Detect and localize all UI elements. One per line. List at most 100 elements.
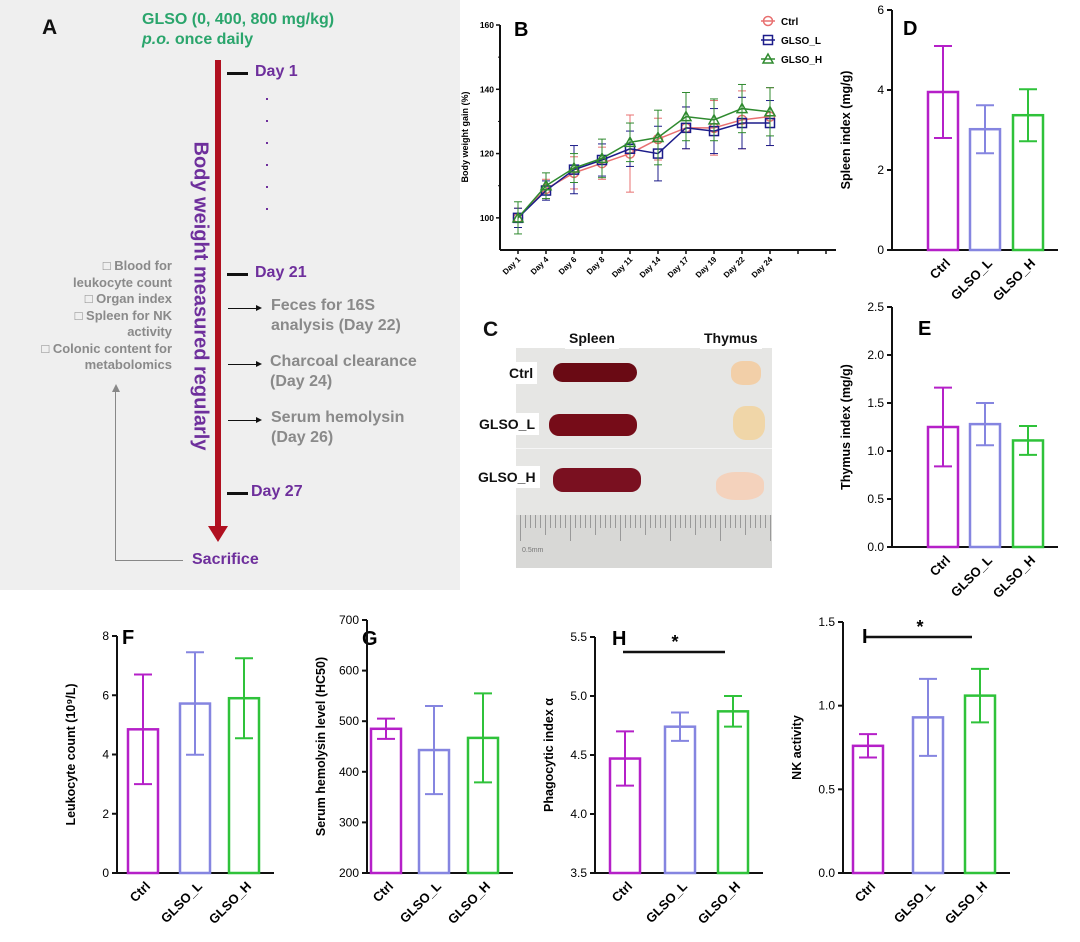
legend-marker-glso_l (762, 34, 774, 46)
x-tick-label: Day 19 (694, 255, 719, 280)
x-tick-label: GLSO_H (990, 256, 1038, 304)
ellipsis-dot (266, 164, 268, 166)
ruler-tick (725, 515, 726, 528)
ruler-tick (585, 515, 586, 528)
y-tick-label: 120 (480, 149, 494, 159)
y-tick-label: 1.5 (867, 396, 884, 410)
x-tick-label: Ctrl (609, 879, 635, 905)
x-tick-label: Day 22 (722, 255, 747, 280)
ruler-tick (670, 515, 671, 541)
sacrifice-label: Sacrifice (192, 551, 259, 568)
y-tick-label: 5.5 (570, 630, 587, 644)
bar-ctrl (369, 727, 403, 875)
ruler-tick (605, 515, 606, 528)
y-tick-label: 6 (877, 3, 884, 17)
panel-letter-c: C (483, 318, 499, 341)
ruler-tick (765, 515, 766, 528)
x-tick-label: Day 4 (529, 255, 551, 277)
event-arrow-line (228, 308, 256, 309)
panel-letter-b: B (514, 19, 528, 41)
x-tick-label: GLSO_L (643, 878, 690, 925)
ellipsis-dot (266, 120, 268, 122)
ruler-tick (680, 515, 681, 528)
bar-ctrl (851, 744, 885, 875)
y-axis-label: Phagocytic index α (542, 698, 556, 812)
ruler-tick (600, 515, 601, 528)
event-line: Feces for 16S (271, 297, 376, 314)
panel-letter-f: F (122, 627, 134, 649)
ruler-tick (750, 515, 751, 528)
ellipsis-dot (266, 186, 268, 188)
y-tick-label: 0 (877, 243, 884, 257)
photo-seam (516, 448, 772, 449)
ruler-tick (710, 515, 711, 528)
row-glso-h: GLSO_H (474, 466, 540, 488)
ruler-tick (540, 515, 541, 528)
event-line: (Day 24) (270, 373, 333, 390)
event-arrow-icon (256, 417, 262, 423)
day27-label: Day 27 (251, 483, 303, 500)
panel-letter-i: I (862, 626, 868, 648)
ellipsis-dot (266, 98, 268, 100)
event-line: (Day 26) (271, 429, 334, 446)
ruler-tick (685, 515, 686, 528)
y-tick-label: 5.0 (570, 689, 587, 703)
y-tick-label: 4.5 (570, 748, 587, 762)
x-tick-label: Day 1 (501, 255, 523, 277)
y-tick-label: 4 (877, 83, 884, 97)
event-line: Serum hemolysin (271, 409, 405, 426)
event-arrow-line (228, 420, 256, 421)
data-point-glso_h (595, 151, 609, 164)
panel-a-timeline: A GLSO (0, 400, 800 mg/kg) p.o. once dai… (0, 0, 460, 590)
y-tick-label: 200 (339, 866, 359, 880)
significance-star: * (916, 617, 923, 637)
column-thymus: Thymus (700, 327, 762, 349)
ruler-tick (745, 515, 746, 535)
connector-arrow-icon (112, 384, 120, 392)
ruler-tick (570, 515, 571, 541)
x-tick-label: Day 24 (750, 255, 775, 280)
ruler-tick (565, 515, 566, 528)
data-point-glso_h (735, 102, 749, 114)
bar-glso_h (716, 710, 750, 875)
x-tick-label: Day 11 (610, 255, 635, 280)
ruler-tick (770, 515, 771, 541)
thymus-glso-l (733, 406, 765, 440)
x-tick-label: Day 14 (638, 255, 663, 280)
route-italic: p.o. (142, 31, 171, 48)
sample-item: activity (127, 324, 172, 339)
ruler-tick (525, 515, 526, 528)
x-tick-label: Ctrl (127, 879, 153, 905)
y-tick-label: 600 (339, 664, 359, 678)
panel-letter-h: H (612, 628, 626, 650)
y-tick-label: 0.5 (867, 492, 884, 506)
y-axis-label: NK activity (790, 715, 804, 780)
ruler-tick (730, 515, 731, 528)
sample-list: □ Blood for leukocyte count □ Organ inde… (0, 258, 172, 374)
ruler-tick (620, 515, 621, 541)
day21-tick (227, 273, 248, 276)
x-tick-label: GLSO_H (695, 879, 743, 927)
day27-tick (227, 492, 248, 495)
ellipsis-dot (266, 142, 268, 144)
ruler-tick (640, 515, 641, 528)
ruler-tick (530, 515, 531, 528)
y-tick-label: 1.0 (818, 699, 835, 713)
data-point-glso_h (567, 161, 581, 173)
y-tick-label: 700 (339, 613, 359, 627)
data-point-glso_h (539, 179, 553, 191)
sample-item: □ Spleen for NK (74, 307, 172, 323)
data-point-glso_h (623, 135, 637, 148)
x-tick-label: Day 6 (557, 255, 579, 277)
connector-vertical (115, 392, 116, 560)
y-axis-label: Spleen index (mg/g) (839, 71, 853, 190)
connector-horizontal (115, 560, 183, 561)
y-tick-label: 2 (877, 163, 884, 177)
sample-item: □ Colonic content for (41, 340, 172, 356)
y-axis-label: Body weight gain (%) (460, 91, 470, 182)
event-arrow-icon (256, 361, 262, 367)
timeline-arrow-shaft (215, 60, 221, 528)
ruler-tick (610, 515, 611, 528)
x-tick-label: GLSO_H (445, 879, 493, 927)
